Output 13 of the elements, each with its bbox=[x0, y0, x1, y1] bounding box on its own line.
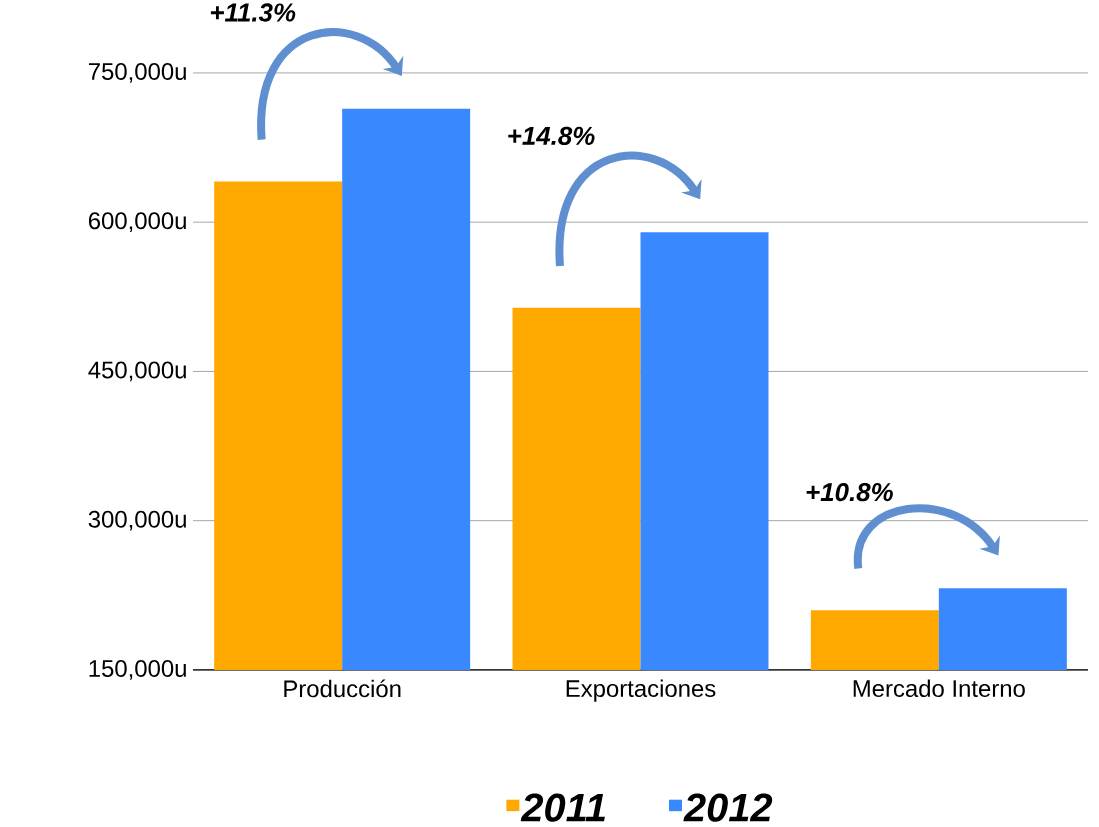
y-tick-label: 300,000u bbox=[88, 510, 186, 531]
text: +11.3% bbox=[210, 3, 296, 22]
y-tick-label: 750,000u bbox=[88, 63, 186, 83]
annotation: +10.8% bbox=[806, 482, 893, 502]
legend-label: 2012 bbox=[683, 793, 773, 822]
y-tick-label: 150,000u bbox=[89, 660, 186, 680]
x-tick-label: Producción bbox=[284, 679, 401, 698]
legend-label: 2011 bbox=[520, 793, 605, 822]
x-tick-label: Mercado Interno bbox=[853, 679, 1025, 698]
y-tick-label: 600,000u bbox=[88, 212, 186, 233]
annotation: +14.8% bbox=[508, 126, 595, 146]
x-tick-label: Exportaciones bbox=[566, 679, 716, 702]
y-tick-label: 450,000u bbox=[88, 361, 186, 382]
